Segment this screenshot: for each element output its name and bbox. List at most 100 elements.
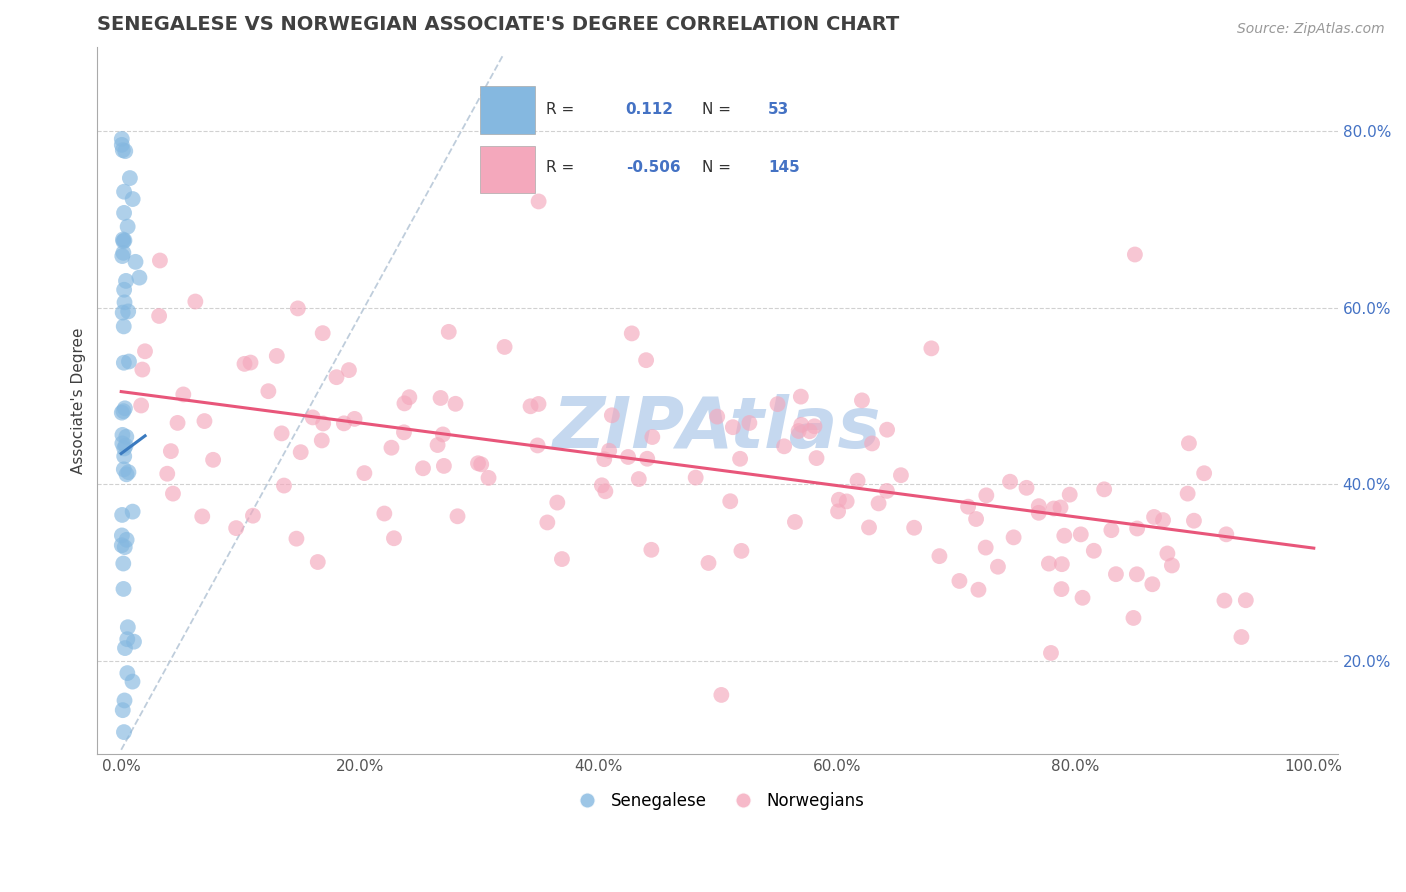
Point [706,409,728,424]
Point [312,326,335,340]
Point [191,509,214,524]
Point [1038,557,1060,571]
Point [118,171,141,186]
Point [111,232,134,246]
Point [128,270,150,285]
Point [433,458,456,473]
Point [398,390,420,404]
Point [111,132,134,146]
Point [122,634,145,648]
Point [325,370,347,384]
Point [636,353,658,368]
Point [337,363,360,377]
Point [426,438,449,452]
Point [118,354,141,368]
Point [114,693,136,707]
Point [270,426,292,441]
Point [957,500,980,514]
Point [429,391,451,405]
Point [987,559,1010,574]
Point [1050,582,1073,596]
Point [121,505,143,519]
Point [1126,521,1149,535]
Point [114,401,136,416]
Point [697,556,720,570]
Point [519,399,541,413]
Point [851,393,873,408]
Point [998,475,1021,489]
Point [112,185,135,199]
Point [967,582,990,597]
Point [636,451,658,466]
Point [112,450,135,464]
Point [333,417,356,431]
Point [112,245,135,260]
Point [1160,558,1182,573]
Point [470,458,492,472]
Point [257,384,280,399]
Point [1015,481,1038,495]
Point [193,414,215,428]
Point [115,430,138,444]
Point [112,462,135,476]
Point [112,725,135,739]
Point [239,355,262,369]
Point [111,528,134,542]
Point [112,404,135,418]
Point [121,192,143,206]
Point [114,641,136,656]
Point [876,483,898,498]
Point [392,425,415,440]
Point [828,492,851,507]
Point [1182,514,1205,528]
Point [536,516,558,530]
Point [591,478,613,492]
Point [1050,557,1073,571]
Point [172,387,194,401]
Point [890,468,912,483]
Point [790,417,813,432]
Point [1213,593,1236,607]
Y-axis label: Associate's Degree: Associate's Degree [72,327,86,474]
Point [112,234,135,248]
Point [620,326,643,341]
Point [1053,529,1076,543]
Point [432,427,454,442]
Point [307,555,329,569]
Point [112,582,135,596]
Point [184,294,207,309]
Point [783,515,806,529]
Point [790,390,813,404]
Point [124,255,146,269]
Point [593,452,616,467]
Point [115,533,138,547]
Point [1123,247,1146,261]
Point [162,486,184,500]
Point [112,319,135,334]
Point [111,508,134,522]
Point [527,397,550,411]
Point [117,620,139,634]
Point [640,542,662,557]
Point [721,420,744,434]
Legend: Senegalese, Norwegians: Senegalese, Norwegians [564,785,872,817]
Point [112,557,135,571]
Text: ZIPAtlas: ZIPAtlas [553,394,882,463]
Point [114,144,136,158]
Point [965,512,987,526]
Point [266,349,288,363]
Point [527,194,550,209]
Point [858,520,880,534]
Point [1028,506,1050,520]
Point [117,666,139,681]
Point [156,467,179,481]
Point [1178,436,1201,450]
Point [928,549,950,563]
Point [148,309,170,323]
Point [1122,611,1144,625]
Point [166,416,188,430]
Point [112,206,135,220]
Point [115,274,138,288]
Point [134,344,156,359]
Point [738,416,761,430]
